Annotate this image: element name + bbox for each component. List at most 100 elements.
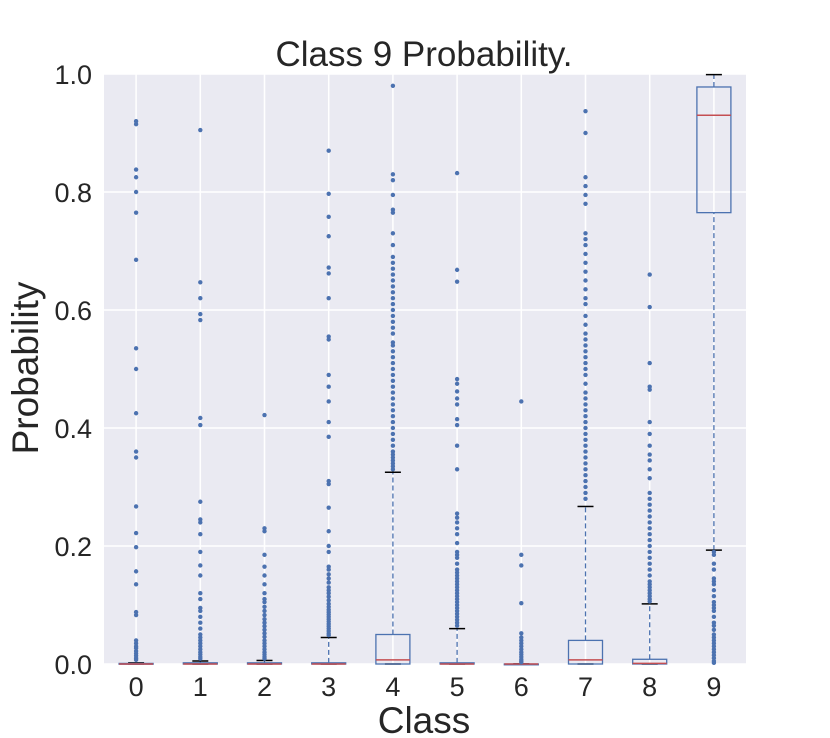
flier-point [583, 278, 588, 283]
flier-point [262, 552, 267, 558]
flier-point [647, 555, 652, 560]
flier-point [326, 399, 331, 404]
flier-point [133, 582, 139, 587]
box-1 [182, 127, 218, 665]
flier-point [326, 632, 331, 638]
flier-point [647, 387, 652, 392]
flier-point [326, 419, 331, 425]
flier-point [326, 529, 331, 534]
flier-point [390, 178, 396, 183]
flier-point [390, 210, 396, 215]
flier-point [198, 280, 203, 285]
flier-point [198, 573, 203, 578]
flier-point [326, 191, 331, 196]
flier-point [262, 608, 267, 614]
flier-point [390, 425, 396, 431]
x-tick-label: 4 [385, 672, 400, 702]
flier-point [326, 594, 331, 599]
flier-point [390, 378, 396, 383]
flier-point [647, 467, 652, 472]
flier-point [454, 520, 460, 525]
flier-point [583, 337, 588, 342]
flier-point [647, 272, 652, 277]
flier-point [647, 567, 652, 572]
flier-point [326, 576, 331, 581]
flier-point [519, 399, 524, 404]
flier-point [133, 544, 139, 550]
flier-point [583, 242, 588, 248]
flier-point [647, 502, 652, 507]
flier-point [326, 567, 331, 572]
flier-point [198, 415, 203, 421]
flier-point [390, 231, 396, 236]
flier-point [326, 384, 331, 389]
flier-point [583, 455, 588, 460]
flier-point [133, 366, 139, 372]
flier-point [454, 532, 460, 537]
flier-point [583, 296, 588, 301]
flier-point [583, 360, 588, 366]
flier-point [583, 381, 588, 386]
flier-point [198, 317, 203, 323]
flier-point [647, 431, 652, 437]
y-axis-title: Probability [5, 281, 46, 454]
iqr-box [696, 86, 732, 214]
flier-point [198, 422, 203, 428]
flier-point [198, 614, 203, 619]
flier-point [133, 121, 139, 127]
flier-point [390, 260, 396, 265]
flier-point [583, 372, 588, 378]
flier-point [583, 355, 588, 360]
flier-point [133, 257, 139, 263]
flier-point [390, 83, 396, 89]
flier-point [326, 481, 331, 487]
flier-point [583, 402, 588, 407]
x-tick-labels: 0 1 2 3 4 5 6 7 8 9 [129, 672, 722, 702]
flier-point [390, 419, 396, 425]
flier-point [711, 614, 717, 619]
flier-point [198, 563, 203, 568]
flier-point [454, 561, 460, 566]
flier-point [326, 505, 331, 510]
flier-point [519, 631, 524, 636]
box-4 [375, 83, 411, 665]
flier-point [390, 172, 396, 177]
flier-point [647, 443, 652, 448]
flier-point [711, 623, 717, 628]
flier-point [454, 443, 460, 448]
flier-point [390, 366, 396, 372]
x-axis-title: Class [378, 700, 471, 738]
y-tick-label: 0.8 [54, 178, 92, 208]
flier-point [583, 478, 588, 484]
flier-point [262, 631, 267, 636]
flier-point [454, 467, 460, 472]
flier-point [711, 660, 717, 666]
flier-point [133, 167, 139, 172]
flier-point [583, 313, 588, 319]
flier-point [583, 419, 588, 425]
flier-point [647, 599, 652, 604]
flier-point [326, 337, 331, 342]
flier-point [262, 624, 267, 629]
flier-point [262, 529, 267, 534]
flier-point [390, 431, 396, 437]
flier-point [262, 656, 267, 661]
flier-point [583, 269, 588, 274]
x-tick-label: 9 [706, 672, 721, 702]
flier-point [711, 567, 717, 572]
chart-title: Class 9 Probability. [276, 35, 573, 74]
flier-point [583, 108, 588, 114]
flier-point [647, 360, 652, 366]
flier-point [133, 612, 139, 618]
flier-point [390, 272, 396, 277]
flier-point [262, 627, 267, 632]
flier-point [390, 408, 396, 413]
flier-point [647, 475, 652, 481]
flier-point [583, 437, 588, 442]
flier-point [326, 148, 331, 153]
flier-point [326, 598, 331, 603]
y-tick-labels: 0.0 0.2 0.4 0.6 0.8 1.0 [54, 60, 92, 680]
flier-point [390, 355, 396, 360]
flier-point [454, 389, 460, 394]
